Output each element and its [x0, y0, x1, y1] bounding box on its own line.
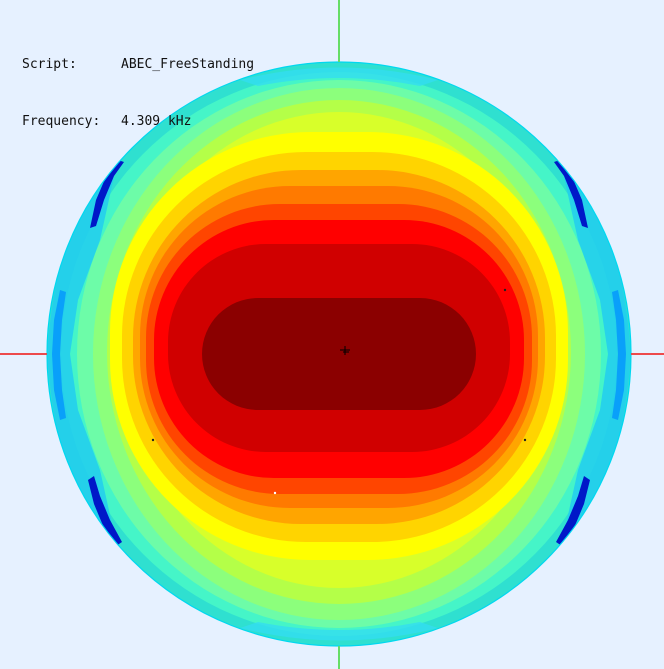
- contour-level-maroon: [202, 298, 476, 410]
- blue-null-upper-right: [554, 160, 588, 228]
- blue-null-upper-left: [90, 160, 124, 228]
- mesh-dot: [523, 438, 527, 442]
- script-label: Script:: [22, 57, 77, 72]
- script-value: ABEC_FreeStanding: [121, 57, 255, 72]
- mesh-dot: [503, 288, 507, 292]
- blue-band-right: [612, 290, 626, 420]
- contour-disk: [47, 62, 631, 646]
- blue-band-left: [52, 290, 66, 420]
- frequency-row: Frequency: 4.309 kHz: [22, 112, 254, 131]
- crosshair-marker-icon: [340, 346, 350, 355]
- frequency-value: 4.309 kHz: [121, 114, 192, 129]
- mesh-dot: [273, 491, 277, 495]
- blue-null-lower-left: [88, 476, 122, 546]
- blue-null-lower-right: [556, 476, 590, 546]
- mesh-dot: [151, 438, 155, 442]
- script-row: Script: ABEC_FreeStanding: [22, 55, 254, 74]
- info-panel: Script: ABEC_FreeStanding Frequency: 4.309…: [22, 17, 254, 169]
- frequency-label: Frequency:: [22, 114, 101, 129]
- edge-band-bottom: [240, 622, 438, 641]
- edge-band-top: [240, 67, 438, 86]
